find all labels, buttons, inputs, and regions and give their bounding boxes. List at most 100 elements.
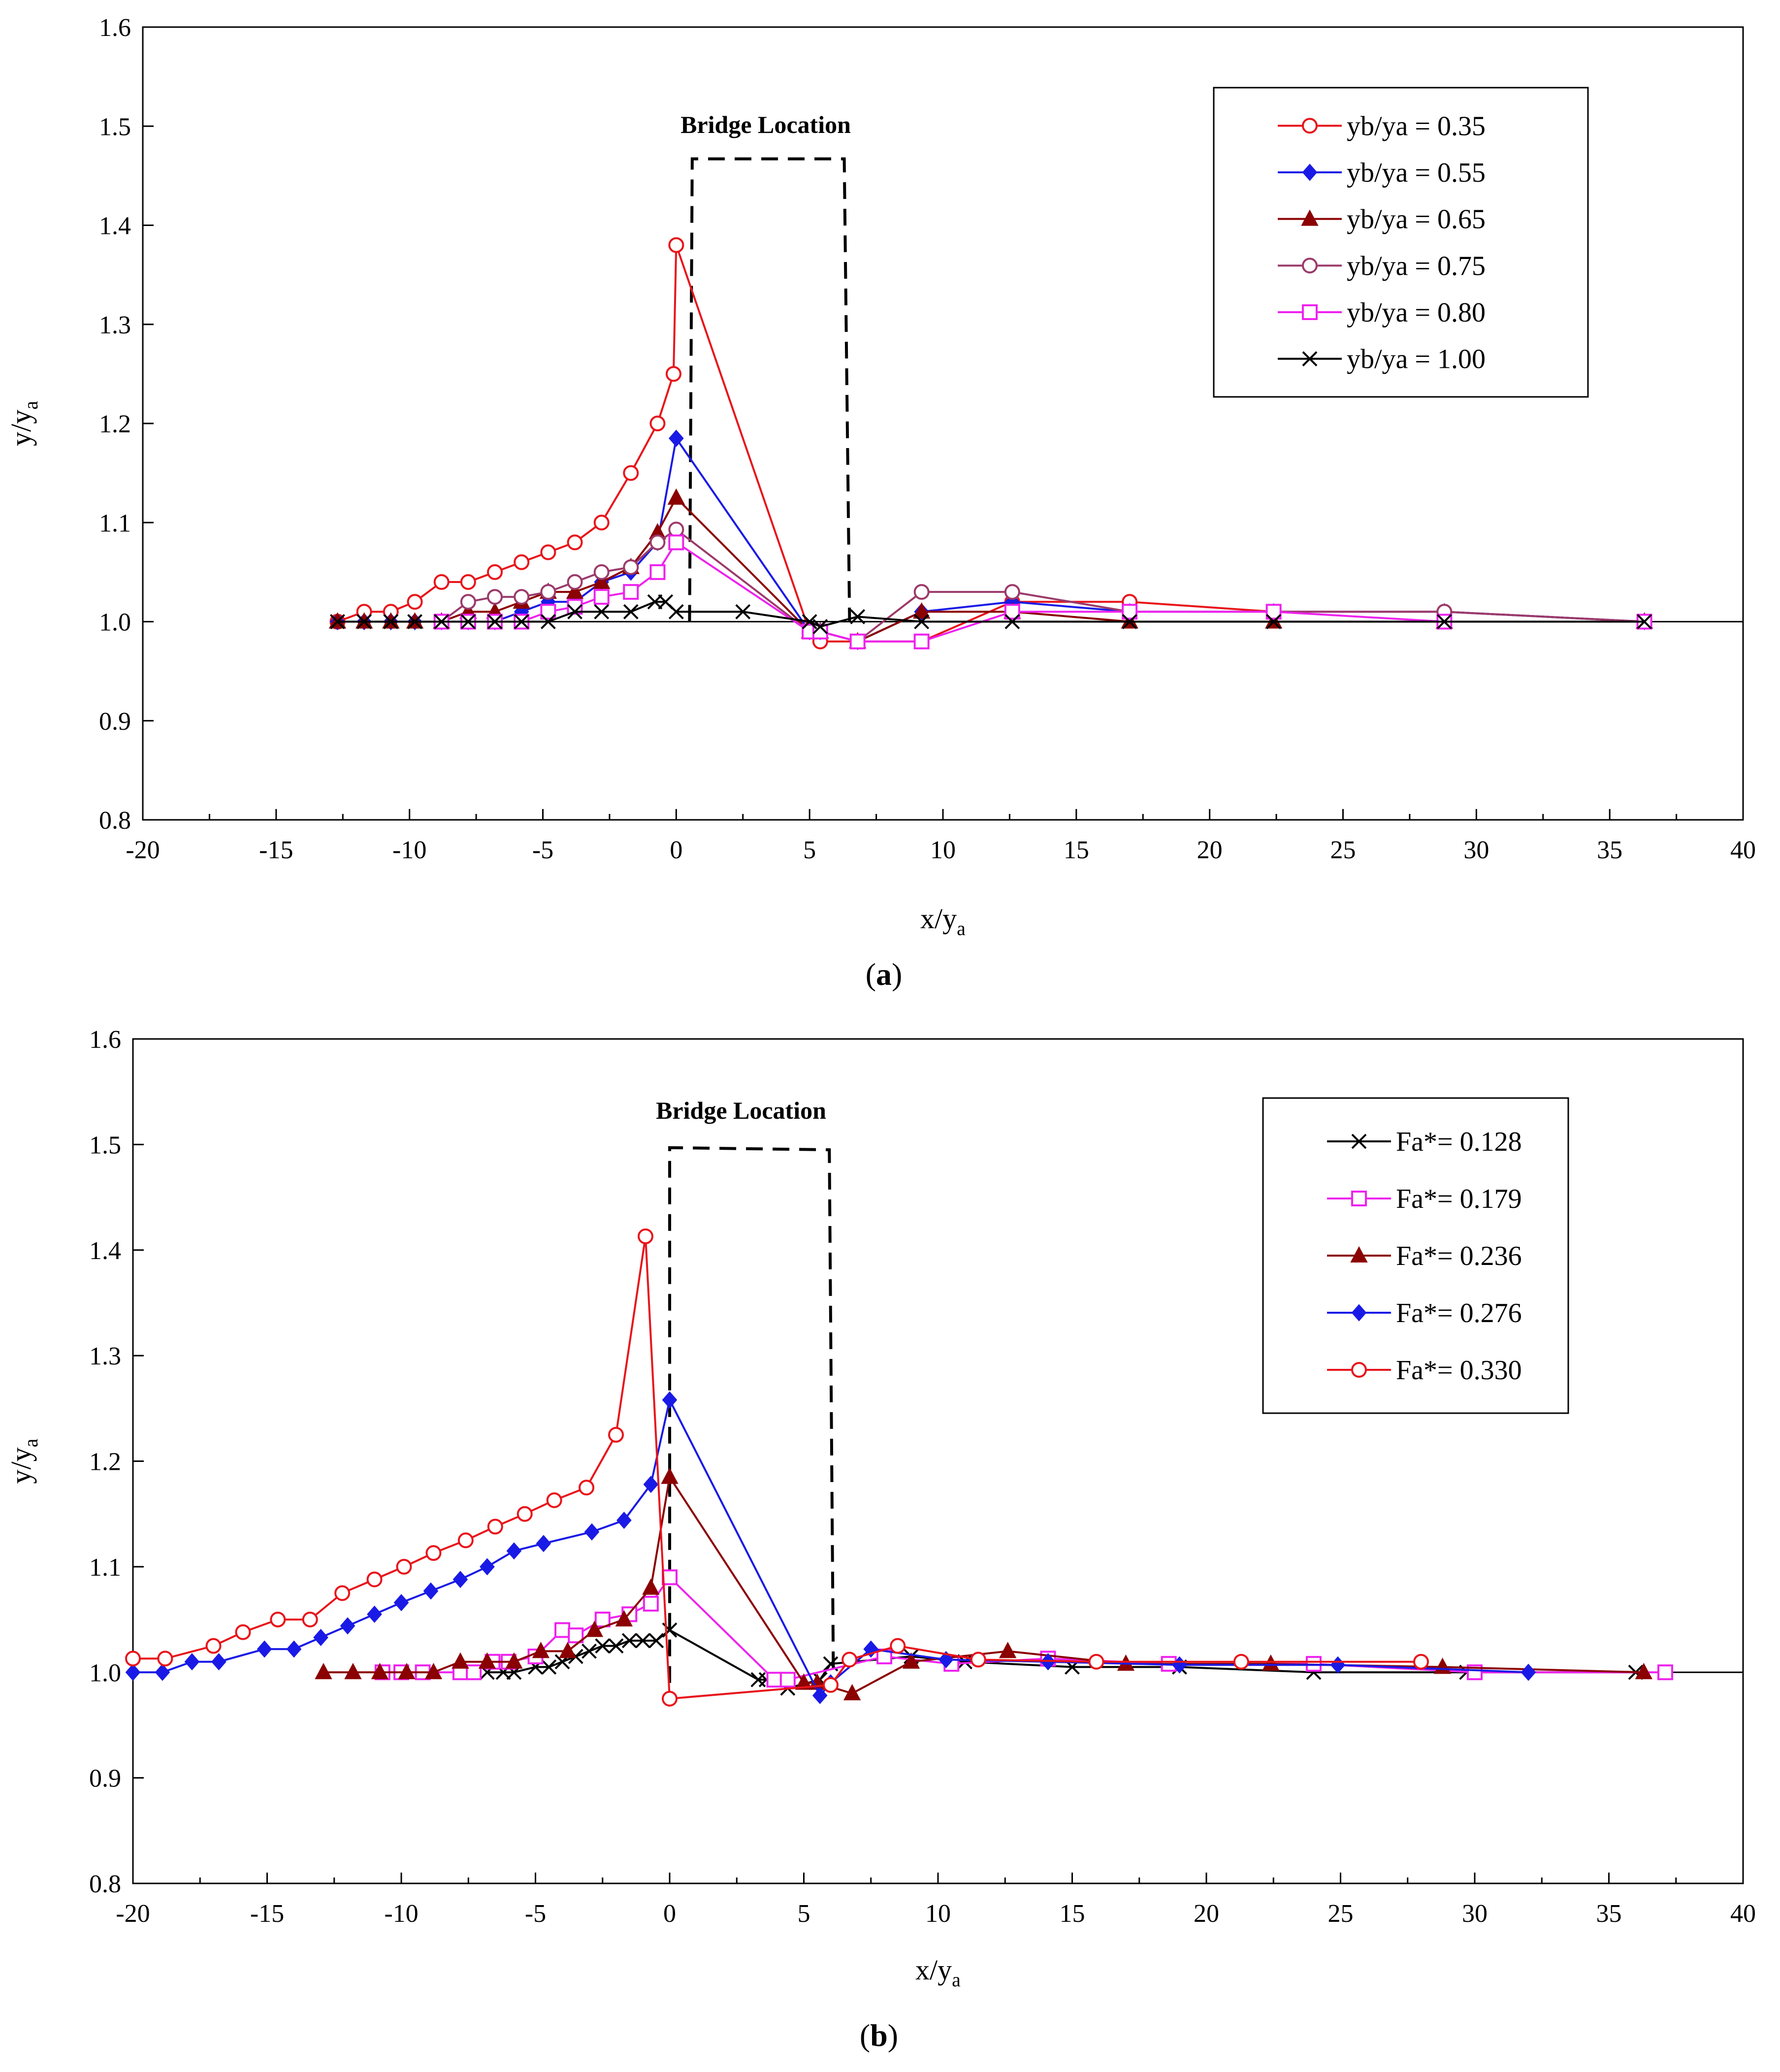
data-point <box>334 1585 351 1601</box>
legend-marker <box>1301 209 1319 226</box>
series-line <box>441 541 1645 643</box>
data-point <box>517 1506 533 1522</box>
y-axis-label-sub: a <box>20 401 42 410</box>
data-point <box>532 1642 550 1658</box>
y-tick-label: 0.8 <box>89 1870 121 1898</box>
legend-marker <box>1302 258 1318 274</box>
y-tick-label: 1.6 <box>89 1026 121 1054</box>
data-point <box>662 1690 678 1707</box>
data-point <box>460 594 476 610</box>
x-tick-label: 0 <box>670 836 682 864</box>
y-tick-label: 1.2 <box>99 410 131 438</box>
data-point <box>1436 614 1452 629</box>
y-tick-label: 1.1 <box>89 1554 121 1582</box>
x-axis-label-sub: a <box>952 1969 961 1991</box>
x-tick-label: 35 <box>1596 1900 1622 1928</box>
y-tick-label: 1.5 <box>89 1131 121 1159</box>
data-point <box>480 1558 495 1576</box>
data-point <box>594 1612 611 1628</box>
y-tick-label: 1.5 <box>99 113 131 141</box>
data-point <box>1122 614 1137 629</box>
data-point <box>125 1663 141 1681</box>
data-point <box>567 604 583 619</box>
legend-box <box>1213 87 1589 398</box>
data-point <box>396 1558 412 1575</box>
data-point <box>540 614 556 629</box>
x-tick-label: -5 <box>532 836 553 864</box>
y-axis-label-main: y/y <box>5 410 37 446</box>
data-point <box>514 614 529 629</box>
data-point <box>661 1467 679 1484</box>
x-tick-label: 10 <box>925 1900 951 1928</box>
y-axis-label: y/ya <box>5 401 42 446</box>
x-tick-label: 20 <box>1197 836 1223 864</box>
data-point <box>669 429 684 447</box>
data-point <box>1521 1663 1536 1681</box>
panel-label-close: ) <box>888 2018 898 2053</box>
panel-label-letter: b <box>870 2018 888 2053</box>
data-point <box>257 1640 272 1658</box>
data-point <box>460 574 476 590</box>
data-point <box>407 614 422 629</box>
data-point <box>914 614 930 629</box>
data-point <box>795 1673 813 1690</box>
data-point <box>584 1523 600 1541</box>
data-point <box>649 534 666 550</box>
y-tick-label: 1.1 <box>99 509 131 537</box>
data-point <box>608 1426 624 1443</box>
x-axis-label: x/ya <box>920 903 966 939</box>
legend-entry: Fa*= 0.276 <box>1396 1298 1522 1328</box>
data-point <box>1330 1656 1346 1674</box>
y-tick-label: 0.9 <box>89 1765 121 1793</box>
data-point <box>766 1672 782 1688</box>
y-tick-label: 1.6 <box>99 14 131 42</box>
chart-panel-a: 0.8 0.9 1.0 1.1 1.2 1.3 1.4 1.5 1.6 -20 -15 -10 -5 0 5… <box>5 14 1756 992</box>
data-point <box>568 1627 584 1644</box>
data-point <box>567 574 583 590</box>
data-point <box>593 515 610 531</box>
data-point <box>621 1633 637 1649</box>
y-tick-label: 1.2 <box>89 1448 121 1476</box>
data-point <box>1004 614 1020 629</box>
data-point <box>616 1512 632 1529</box>
data-point <box>635 1633 650 1649</box>
legend-entry: Fa*= 0.128 <box>1396 1127 1522 1157</box>
x-tick-label: 30 <box>1462 1900 1488 1928</box>
data-point <box>779 1672 796 1688</box>
data-point <box>235 1624 251 1640</box>
data-point <box>554 1622 570 1638</box>
data-point <box>367 1605 382 1623</box>
panel-label: (a) <box>866 957 903 992</box>
data-point <box>1233 1653 1249 1670</box>
x-axis-label-main: x/y <box>915 1954 952 1986</box>
data-point <box>514 589 530 605</box>
x-tick-label: 25 <box>1330 836 1356 864</box>
x-tick-label: -15 <box>259 836 293 864</box>
series-4 <box>125 1228 1429 1707</box>
data-point <box>313 1628 328 1647</box>
legend-marker <box>1302 163 1318 181</box>
legend-marker <box>1350 1246 1368 1263</box>
data-point <box>643 1595 659 1612</box>
data-point <box>647 594 663 610</box>
data-point <box>457 1532 474 1549</box>
data-point <box>913 633 930 649</box>
legend-box <box>1262 1097 1569 1414</box>
data-point <box>843 1684 861 1701</box>
data-point <box>999 1642 1017 1658</box>
data-point <box>452 1652 469 1669</box>
data-point <box>668 604 684 619</box>
data-point <box>344 1663 362 1680</box>
x-tick-label: 10 <box>930 836 956 864</box>
x-tick-label: -5 <box>525 1900 546 1928</box>
x-tick-label: 5 <box>803 836 816 864</box>
data-point <box>567 534 583 550</box>
data-point <box>1266 614 1282 629</box>
legend-entry: yb/ya = 0.65 <box>1347 204 1486 235</box>
series-5 <box>330 594 1652 634</box>
data-point <box>487 614 503 629</box>
data-point <box>890 1638 906 1654</box>
data-point <box>487 589 503 605</box>
data-point <box>270 1612 286 1628</box>
x-tick-label: 5 <box>798 1900 810 1928</box>
